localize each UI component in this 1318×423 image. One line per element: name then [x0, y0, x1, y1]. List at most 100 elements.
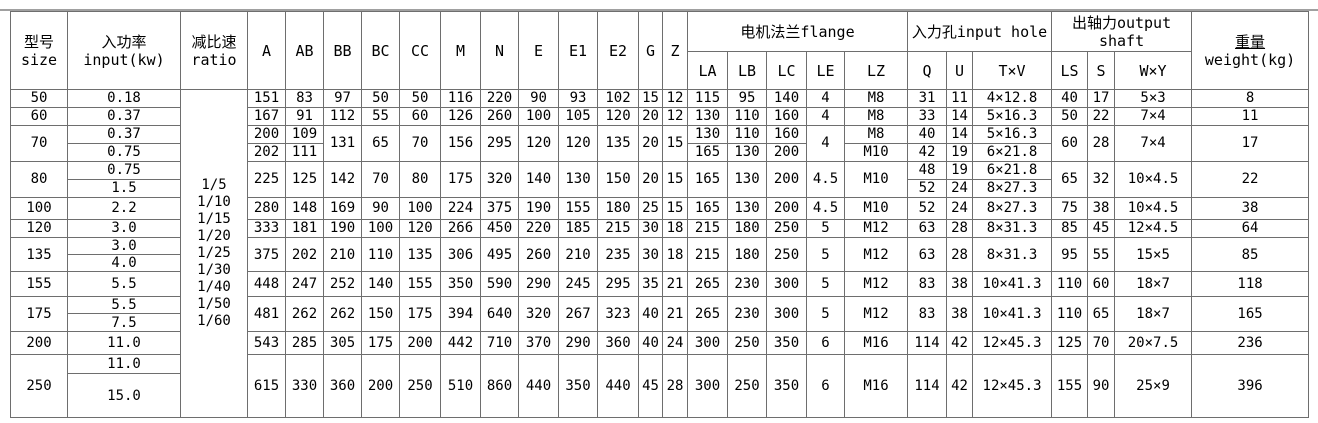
- table-cell: 236: [1191, 331, 1310, 356]
- table-cell: 110: [727, 125, 767, 144]
- table-cell: 93: [558, 89, 598, 108]
- table-cell: 185: [558, 219, 598, 238]
- table-cell: 5: [806, 219, 845, 238]
- top-rule: [0, 9, 1318, 11]
- table-cell: 70: [10, 125, 68, 162]
- table-cell: 130: [727, 197, 767, 220]
- table-cell: 180: [597, 197, 639, 220]
- table-cell: 640: [480, 296, 519, 333]
- table-cell: 14: [946, 125, 974, 144]
- table-cell: 50: [1051, 107, 1089, 126]
- col-header-ab: AB: [285, 11, 324, 90]
- table-cell: 330: [285, 354, 324, 419]
- table-cell: 21: [662, 271, 688, 298]
- table-cell: 151: [247, 89, 286, 108]
- table-cell: 52: [907, 197, 948, 220]
- table-cell: 300: [687, 354, 728, 419]
- table-cell: 290: [518, 271, 559, 298]
- table-cell: 252: [323, 271, 362, 298]
- header-row-groups: 型号 size 入功率 input(kw) 减比速 ratio A AB BB …: [10, 11, 1310, 90]
- table-cell: 95: [1051, 236, 1089, 273]
- table-cell: 30: [638, 236, 663, 273]
- table-cell: 140: [361, 271, 400, 298]
- table-cell: 305: [323, 331, 362, 356]
- col-header-e1: E1: [558, 11, 598, 90]
- table-cell: 350: [558, 354, 598, 419]
- table-cell: 543: [247, 331, 286, 356]
- table-cell: 5.5: [67, 296, 181, 315]
- col-header-txv: T×V: [972, 51, 1053, 90]
- table-cell: 370: [518, 331, 559, 356]
- table-cell: 150: [361, 296, 400, 333]
- table-cell: 165: [1191, 296, 1310, 333]
- col-header-cc: CC: [399, 11, 441, 90]
- table-cell: 40: [638, 296, 663, 333]
- col-header-le: LE: [806, 51, 845, 90]
- weight-label-cn: 重量: [1235, 32, 1266, 51]
- table-cell: 148: [285, 197, 324, 220]
- table-row: 4.0: [11, 254, 1309, 273]
- table-cell: 50: [399, 89, 441, 108]
- table-cell: 60: [10, 107, 68, 126]
- table-header: 型号 size 入功率 input(kw) 减比速 ratio A AB BB …: [10, 11, 1310, 90]
- col-header-size: 型号 size: [10, 11, 68, 90]
- table-cell: M10: [843, 161, 909, 198]
- table-cell: 8×27.3: [972, 197, 1053, 220]
- table-cell: 4: [806, 125, 845, 162]
- table-cell: 167: [247, 107, 286, 126]
- table-cell: 4: [806, 89, 845, 108]
- col-header-s: S: [1087, 51, 1116, 90]
- table-cell: 60: [1051, 125, 1089, 162]
- table-cell: 6×21.8: [972, 161, 1053, 180]
- table-cell: 155: [1051, 354, 1089, 419]
- col-header-u: U: [946, 51, 974, 90]
- table-cell: 250: [399, 354, 441, 419]
- table-cell: 225: [247, 161, 286, 198]
- table-cell: 300: [766, 296, 807, 333]
- table-cell: 250: [727, 354, 767, 419]
- table-cell: M16: [843, 354, 909, 419]
- group-header-motor-flange: 电机法兰flange: [686, 11, 909, 52]
- table-cell: 38: [1087, 197, 1116, 220]
- table-cell: 300: [687, 331, 728, 356]
- table-cell: 860: [480, 354, 519, 419]
- table-cell: 70: [1087, 331, 1116, 356]
- table-cell: 200: [766, 197, 807, 220]
- table-cell: 267: [558, 296, 598, 333]
- table-cell: 18×7: [1114, 296, 1193, 333]
- table-cell: 160: [766, 107, 807, 126]
- table-cell: 5×16.3: [972, 125, 1053, 144]
- table-cell: 55: [361, 107, 400, 126]
- table-cell: M12: [843, 296, 909, 333]
- table-cell: 38: [946, 296, 974, 333]
- table-cell: 8×31.3: [972, 219, 1053, 238]
- table-cell: 300: [766, 271, 807, 298]
- table-cell: 25×9: [1114, 354, 1193, 419]
- spec-table: 型号 size 入功率 input(kw) 减比速 ratio A AB BB …: [10, 11, 1310, 419]
- table-cell: 7×4: [1114, 107, 1193, 126]
- table-cell: 126: [440, 107, 481, 126]
- table-cell: 265: [687, 271, 728, 298]
- col-header-la: LA: [687, 51, 728, 90]
- table-cell: 15×5: [1114, 236, 1193, 273]
- table-cell: 109: [285, 125, 324, 144]
- table-cell: 175: [440, 161, 481, 198]
- table-cell: 65: [1087, 296, 1116, 333]
- table-cell: 710: [480, 331, 519, 356]
- table-cell: 120: [597, 107, 639, 126]
- table-cell: 169: [323, 197, 362, 220]
- table-cell: M8: [843, 89, 909, 108]
- table-cell: 28: [1087, 125, 1116, 162]
- table-cell: 210: [558, 236, 598, 273]
- table-cell: 200: [766, 143, 807, 162]
- table-cell: 165: [687, 197, 728, 220]
- table-cell: 150: [597, 161, 639, 198]
- table-cell: 250: [10, 354, 68, 419]
- table-cell: 3.0: [67, 219, 181, 238]
- table-cell: 265: [687, 296, 728, 333]
- table-cell: 120: [399, 219, 441, 238]
- table-cell: 175: [399, 296, 441, 333]
- table-cell: 20×7.5: [1114, 331, 1193, 356]
- table-cell: 135: [10, 236, 68, 273]
- table-cell: 65: [361, 125, 400, 162]
